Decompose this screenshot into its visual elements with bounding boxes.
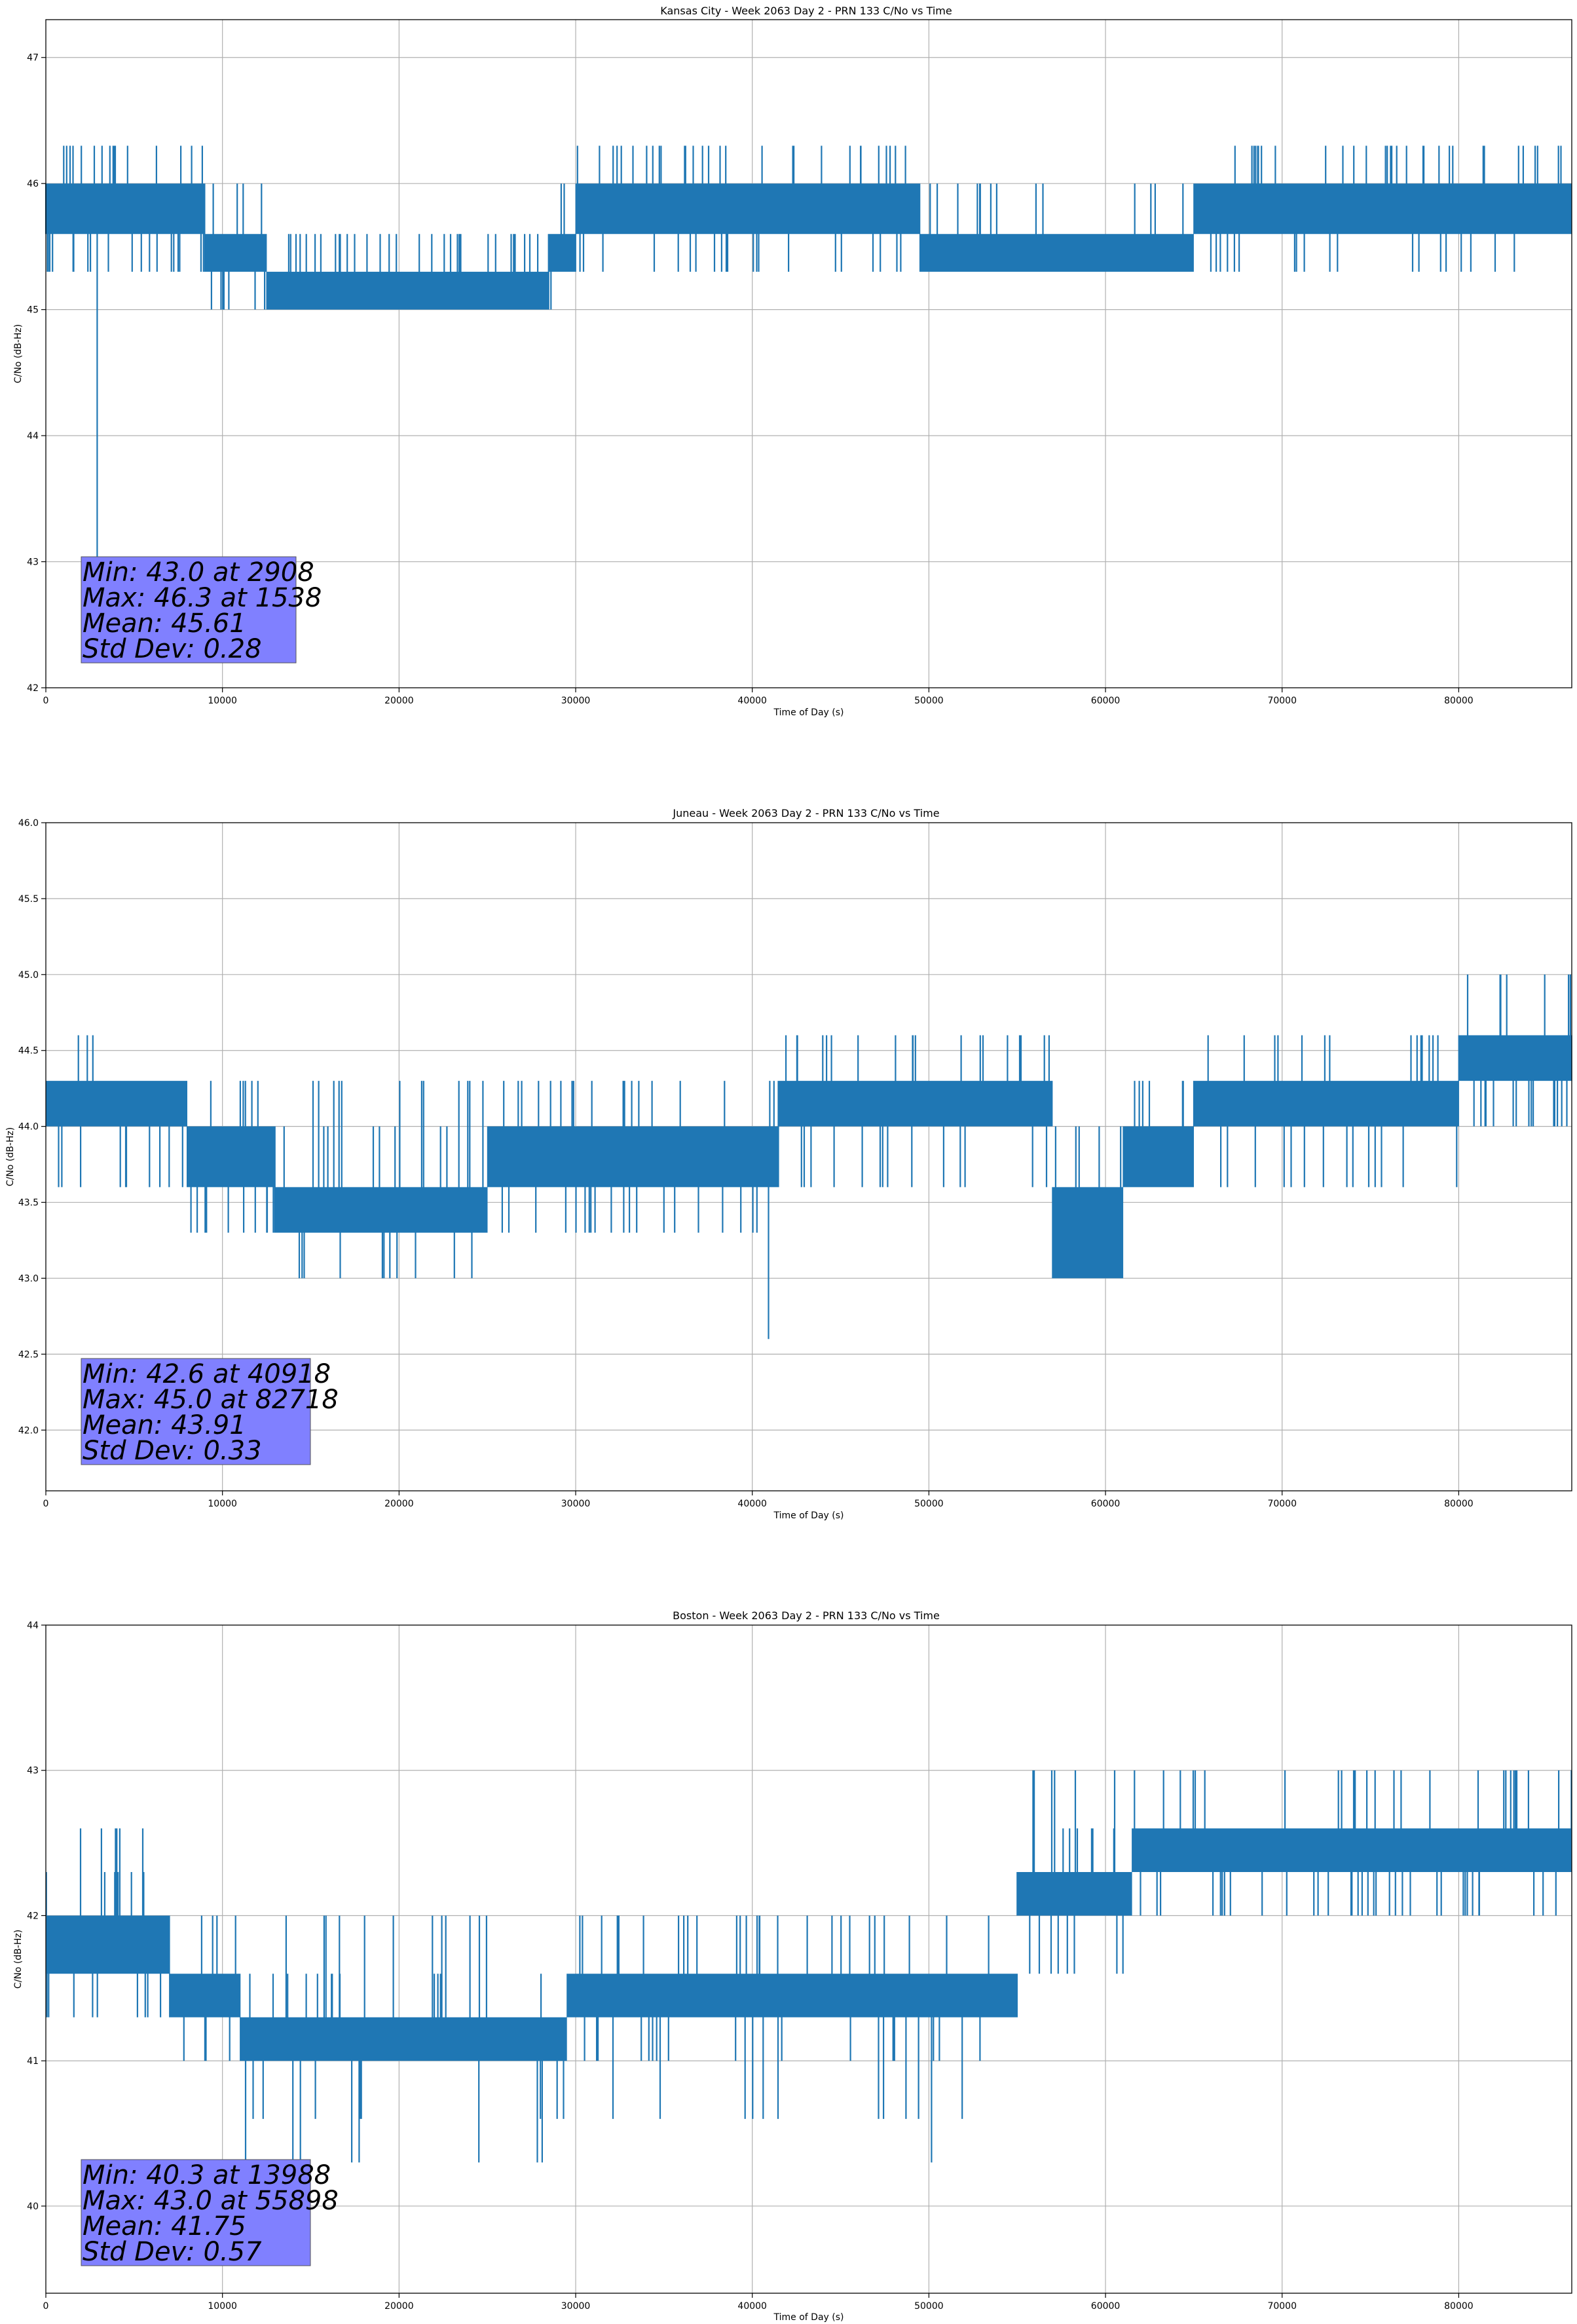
stat-max: Max: 45.0 at 82718 <box>83 1385 339 1415</box>
cno-series-line <box>45 974 1572 1340</box>
plot-frame <box>45 1624 1572 2294</box>
x-axis-label: Time of Day (s) <box>773 707 844 718</box>
x-tick-label: 0 <box>43 2301 49 2312</box>
x-tick-label: 40000 <box>737 1499 767 1509</box>
stat-std-dev: Std Dev: 0.33 <box>83 1436 262 1466</box>
y-tick-label: 45.5 <box>18 894 39 905</box>
y-tick-label: 43 <box>27 557 39 568</box>
stat-min: Min: 43.0 at 2908 <box>83 557 314 588</box>
x-tick-label: 70000 <box>1267 696 1297 706</box>
y-tick-label: 42.0 <box>18 1425 39 1436</box>
x-tick-label: 60000 <box>1091 2301 1121 2312</box>
y-tick-label: 44.0 <box>18 1122 39 1133</box>
y-tick-label: 43.5 <box>18 1198 39 1209</box>
grid-lines <box>46 823 1572 1491</box>
stats-box: Min: 43.0 at 2908 Max: 46.3 at 1538 Mean… <box>81 556 322 664</box>
x-tick-label: 10000 <box>208 1499 237 1509</box>
juneau-panel: Juneau - Week 2063 Day 2 - PRN 133 C/No … <box>5 807 1572 1521</box>
cno-trace <box>45 145 1572 562</box>
chart-title: Kansas City - Week 2063 Day 2 - PRN 133 … <box>660 5 952 17</box>
y-tick-label: 43 <box>27 1766 39 1776</box>
stat-mean: Mean: 41.75 <box>83 2211 246 2241</box>
y-tick-label: 42.5 <box>18 1349 39 1360</box>
x-axis-label: Time of Day (s) <box>773 2312 844 2323</box>
plot-frame <box>45 19 1572 688</box>
x-tick-label: 30000 <box>561 696 591 706</box>
x-tick-label: 20000 <box>384 1499 414 1509</box>
x-tick-label: 40000 <box>737 2301 767 2312</box>
y-tick-label: 41 <box>27 2056 39 2067</box>
y-tick-label: 44 <box>27 431 39 441</box>
stats-box-background <box>81 1358 311 1465</box>
x-tick-label: 80000 <box>1444 696 1474 706</box>
boston-panel: Boston - Week 2063 Day 2 - PRN 133 C/No … <box>13 1609 1572 2323</box>
cno-trace <box>45 1770 1572 2163</box>
plot-frame <box>45 822 1572 1491</box>
y-tick-label: 47 <box>27 53 39 64</box>
y-tick-label: 42 <box>27 1911 39 1921</box>
x-tick-label: 10000 <box>208 696 237 706</box>
x-tick-label: 50000 <box>914 2301 944 2312</box>
y-tick-label: 40 <box>27 2202 39 2212</box>
stat-mean: Mean: 45.61 <box>83 609 246 639</box>
cno-trace <box>45 974 1572 1340</box>
grid-lines <box>46 20 1572 688</box>
x-tick-label: 80000 <box>1444 2301 1474 2312</box>
x-tick-label: 0 <box>43 1499 49 1509</box>
y-tick-label: 45 <box>27 305 39 316</box>
stat-min: Min: 40.3 at 13988 <box>83 2160 331 2190</box>
y-axis-label: C/No (dB-Hz) <box>13 324 24 383</box>
stat-std-dev: Std Dev: 0.28 <box>83 634 262 664</box>
stat-mean: Mean: 43.91 <box>83 1410 246 1440</box>
x-tick-label: 10000 <box>208 2301 237 2312</box>
x-axis: 0 10000 20000 30000 40000 50000 60000 70000 8000… <box>43 688 1474 706</box>
kansas-city-panel: Kansas City - Week 2063 Day 2 - PRN 133 … <box>13 5 1572 718</box>
chart-title: Juneau - Week 2063 Day 2 - PRN 133 C/No … <box>672 807 939 819</box>
y-axis: 40 41 42 43 44 <box>27 1621 46 2212</box>
x-tick-label: 30000 <box>561 2301 591 2312</box>
x-axis-label: Time of Day (s) <box>773 1510 844 1521</box>
x-tick-label: 50000 <box>914 1499 944 1509</box>
x-tick-label: 70000 <box>1267 2301 1297 2312</box>
x-axis: 0 10000 20000 30000 40000 50000 60000 70000 8000… <box>43 1491 1474 1509</box>
y-tick-label: 42 <box>27 683 39 694</box>
stats-box-background <box>81 2159 311 2266</box>
x-tick-label: 50000 <box>914 696 944 706</box>
stat-min: Min: 42.6 at 40918 <box>83 1359 331 1389</box>
stat-max: Max: 46.3 at 1538 <box>83 583 322 613</box>
x-tick-label: 80000 <box>1444 1499 1474 1509</box>
y-tick-label: 45.0 <box>18 970 39 981</box>
x-tick-label: 70000 <box>1267 1499 1297 1509</box>
x-tick-label: 30000 <box>561 1499 591 1509</box>
stats-box: Min: 40.3 at 13988 Max: 43.0 at 55898 Me… <box>81 2159 339 2267</box>
y-axis-label: C/No (dB-Hz) <box>13 1930 24 1989</box>
cno-series-line <box>45 1770 1572 2163</box>
x-tick-label: 0 <box>43 696 49 706</box>
stat-max: Max: 43.0 at 55898 <box>83 2186 339 2216</box>
stats-box-background <box>81 556 297 664</box>
y-axis-label: C/No (dB-Hz) <box>5 1127 16 1186</box>
y-tick-label: 46.0 <box>18 818 39 829</box>
x-tick-label: 60000 <box>1091 1499 1121 1509</box>
chart-title: Boston - Week 2063 Day 2 - PRN 133 C/No … <box>673 1609 940 1622</box>
stat-std-dev: Std Dev: 0.57 <box>83 2237 262 2267</box>
y-tick-label: 46 <box>27 179 39 189</box>
cno-series-line <box>45 145 1572 562</box>
y-axis: 42 43 44 45 46 47 <box>27 53 46 694</box>
y-axis: 42.0 42.5 43.0 43.5 44.0 44.5 45.0 45.5 46.0 <box>18 818 46 1436</box>
stats-box: Min: 42.6 at 40918 Max: 45.0 at 82718 Me… <box>81 1358 339 1466</box>
x-tick-label: 20000 <box>384 696 414 706</box>
y-tick-label: 44.5 <box>18 1046 39 1057</box>
y-tick-label: 43.0 <box>18 1273 39 1284</box>
x-tick-label: 20000 <box>384 2301 414 2312</box>
x-tick-label: 60000 <box>1091 696 1121 706</box>
x-tick-label: 40000 <box>737 696 767 706</box>
y-tick-label: 44 <box>27 1621 39 1631</box>
x-axis: 0 10000 20000 30000 40000 50000 60000 70000 8000… <box>43 2293 1474 2312</box>
